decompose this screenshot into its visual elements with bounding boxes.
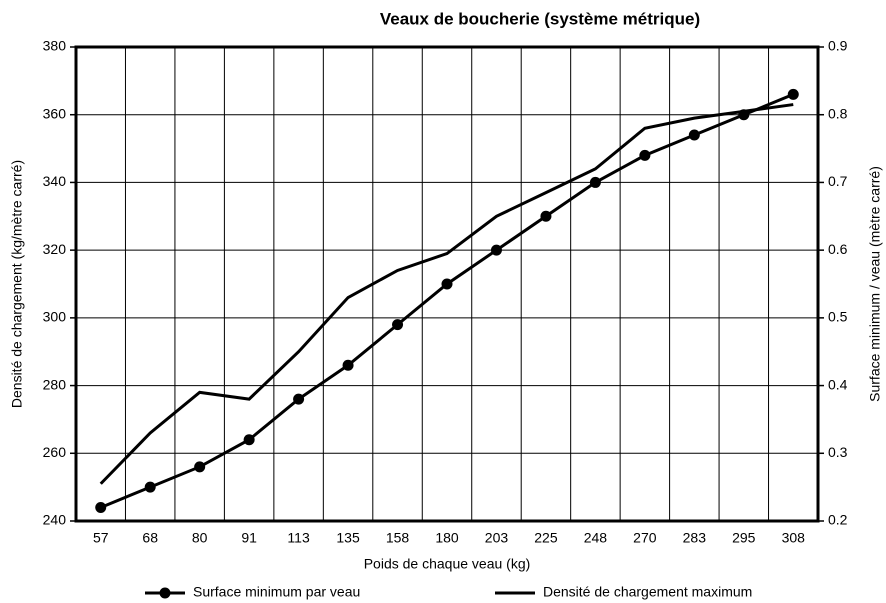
point [293,393,305,405]
point [589,176,601,188]
x-tick-label: 283 [683,530,707,546]
y-tick-label: 260 [43,444,67,460]
x-tick-label: 270 [633,530,657,546]
x-tick-label: 80 [192,530,208,546]
point [490,244,502,256]
point [688,129,700,141]
x-tick-label: 158 [386,530,410,546]
x-tick-label: 308 [782,530,806,546]
y-tick-label: 300 [43,309,67,325]
point [441,278,453,290]
series-line [99,103,794,485]
y-tick-label: 280 [43,376,67,392]
legend-label: Densité de chargement maximum [543,584,752,600]
y-tick-label: 340 [43,173,67,189]
x-tick-label: 68 [142,530,158,546]
y2-axis-label: Surface minimum / veau (mètre carré) [867,166,883,402]
y-tick-label: 320 [43,241,67,257]
point [639,149,651,161]
chart-title: Veaux de boucherie (système métrique) [380,9,700,28]
x-tick-label: 248 [584,530,608,546]
series-line [100,93,794,509]
point [194,461,206,473]
plot-frame [74,45,820,523]
point [342,359,354,371]
point [787,88,799,100]
y-tick-label: 380 [43,38,67,54]
point [144,481,156,493]
point [540,210,552,222]
x-axis-label: Poids de chaque veau (kg) [364,556,531,572]
x-tick-label: 203 [485,530,509,546]
y-axis-label: Densité de chargement (kg/mètre carré) [9,160,25,408]
y-tick-label: 360 [43,105,67,121]
x-tick-label: 57 [93,530,109,546]
y2-tick-label: 0.8 [828,105,848,121]
point [95,501,107,513]
x-tick-label: 91 [241,530,257,546]
point [243,434,255,446]
x-tick-label: 180 [435,530,459,546]
x-tick-label: 113 [287,530,310,546]
x-tick-label: 135 [336,530,360,546]
y2-tick-label: 0.5 [828,309,848,325]
legend-label: Surface minimum par veau [193,584,360,600]
y2-tick-label: 0.4 [828,376,848,392]
y2-tick-label: 0.9 [828,38,848,54]
legend-marker [159,587,171,599]
point [392,319,404,331]
y2-tick-label: 0.2 [828,512,848,528]
y2-tick-label: 0.7 [828,173,848,189]
x-tick-label: 295 [732,530,756,546]
x-tick-label: 225 [534,530,558,546]
y-tick-label: 240 [43,512,67,528]
y2-tick-label: 0.3 [828,444,848,460]
y2-tick-label: 0.6 [828,241,848,257]
